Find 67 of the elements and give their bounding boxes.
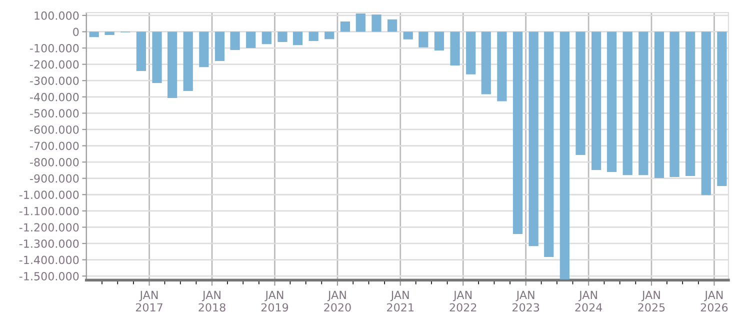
bar	[701, 32, 711, 196]
bar	[152, 32, 162, 84]
bar	[278, 32, 288, 42]
y-tick-label: -1.100.000	[19, 206, 79, 216]
bar	[136, 32, 146, 71]
bar	[638, 32, 648, 176]
bar	[340, 21, 350, 32]
y-tick-label: -1.500.000	[19, 272, 79, 280]
bar	[89, 32, 99, 38]
bar	[214, 32, 225, 62]
bar	[591, 32, 602, 170]
bar	[654, 32, 664, 178]
bar	[230, 32, 240, 50]
y-tick-label: -1.300.000	[19, 239, 79, 248]
bar	[606, 32, 617, 172]
bar	[560, 32, 570, 280]
bar	[512, 32, 523, 234]
bar	[356, 13, 366, 32]
y-tick-label: -900.000	[30, 174, 79, 183]
bar	[403, 32, 413, 40]
bar	[686, 32, 696, 176]
y-tick-label: 0	[73, 28, 79, 36]
x-tick-label: JAN 2022	[450, 290, 476, 312]
x-tick-label: JAN 2021	[387, 290, 414, 312]
bar	[717, 32, 727, 186]
x-tick-label: JAN 2018	[198, 290, 226, 312]
y-tick-label: 100.000	[34, 11, 79, 20]
y-tick-label: -300.000	[30, 76, 79, 85]
y-tick-label: -1.200.000	[19, 223, 79, 232]
bar	[544, 32, 554, 258]
y-tick-label: -1.000.000	[19, 190, 79, 199]
bar	[481, 32, 491, 94]
bar	[104, 32, 114, 35]
bar	[183, 32, 193, 92]
bar	[199, 32, 209, 68]
bar	[418, 32, 428, 48]
y-tick-label: -600.000	[30, 125, 79, 134]
x-tick-label: JAN 2019	[261, 290, 288, 312]
bar	[372, 14, 382, 32]
bar	[434, 32, 444, 50]
x-tick-label: JAN 2026	[700, 290, 728, 312]
y-tick-label: -100.000	[30, 44, 79, 52]
bar	[670, 32, 680, 178]
y-tick-label: -1.400.000	[19, 256, 79, 264]
bar	[576, 32, 586, 156]
bar	[292, 32, 303, 46]
y-tick-label: -500.000	[30, 109, 79, 118]
bar	[466, 32, 476, 74]
bar	[450, 32, 460, 66]
bar	[528, 32, 538, 246]
x-tick-label: JAN 2023	[512, 290, 540, 312]
y-tick-label: -200.000	[30, 60, 79, 69]
bar	[324, 32, 334, 40]
bar	[167, 32, 178, 98]
bar	[622, 32, 632, 176]
bar	[262, 32, 272, 44]
y-tick-label: -400.000	[30, 92, 79, 102]
x-tick-label: JAN 2025	[638, 290, 665, 312]
bar	[497, 32, 507, 102]
x-tick-label: JAN 2017	[136, 290, 162, 312]
y-tick-label: -700.000	[30, 142, 79, 150]
x-tick-label: JAN 2020	[324, 290, 351, 312]
bar	[246, 32, 256, 48]
y-tick-label: -800.000	[30, 158, 79, 166]
x-tick-label: JAN 2024	[575, 290, 602, 312]
bar	[308, 32, 318, 42]
bar	[387, 19, 398, 32]
